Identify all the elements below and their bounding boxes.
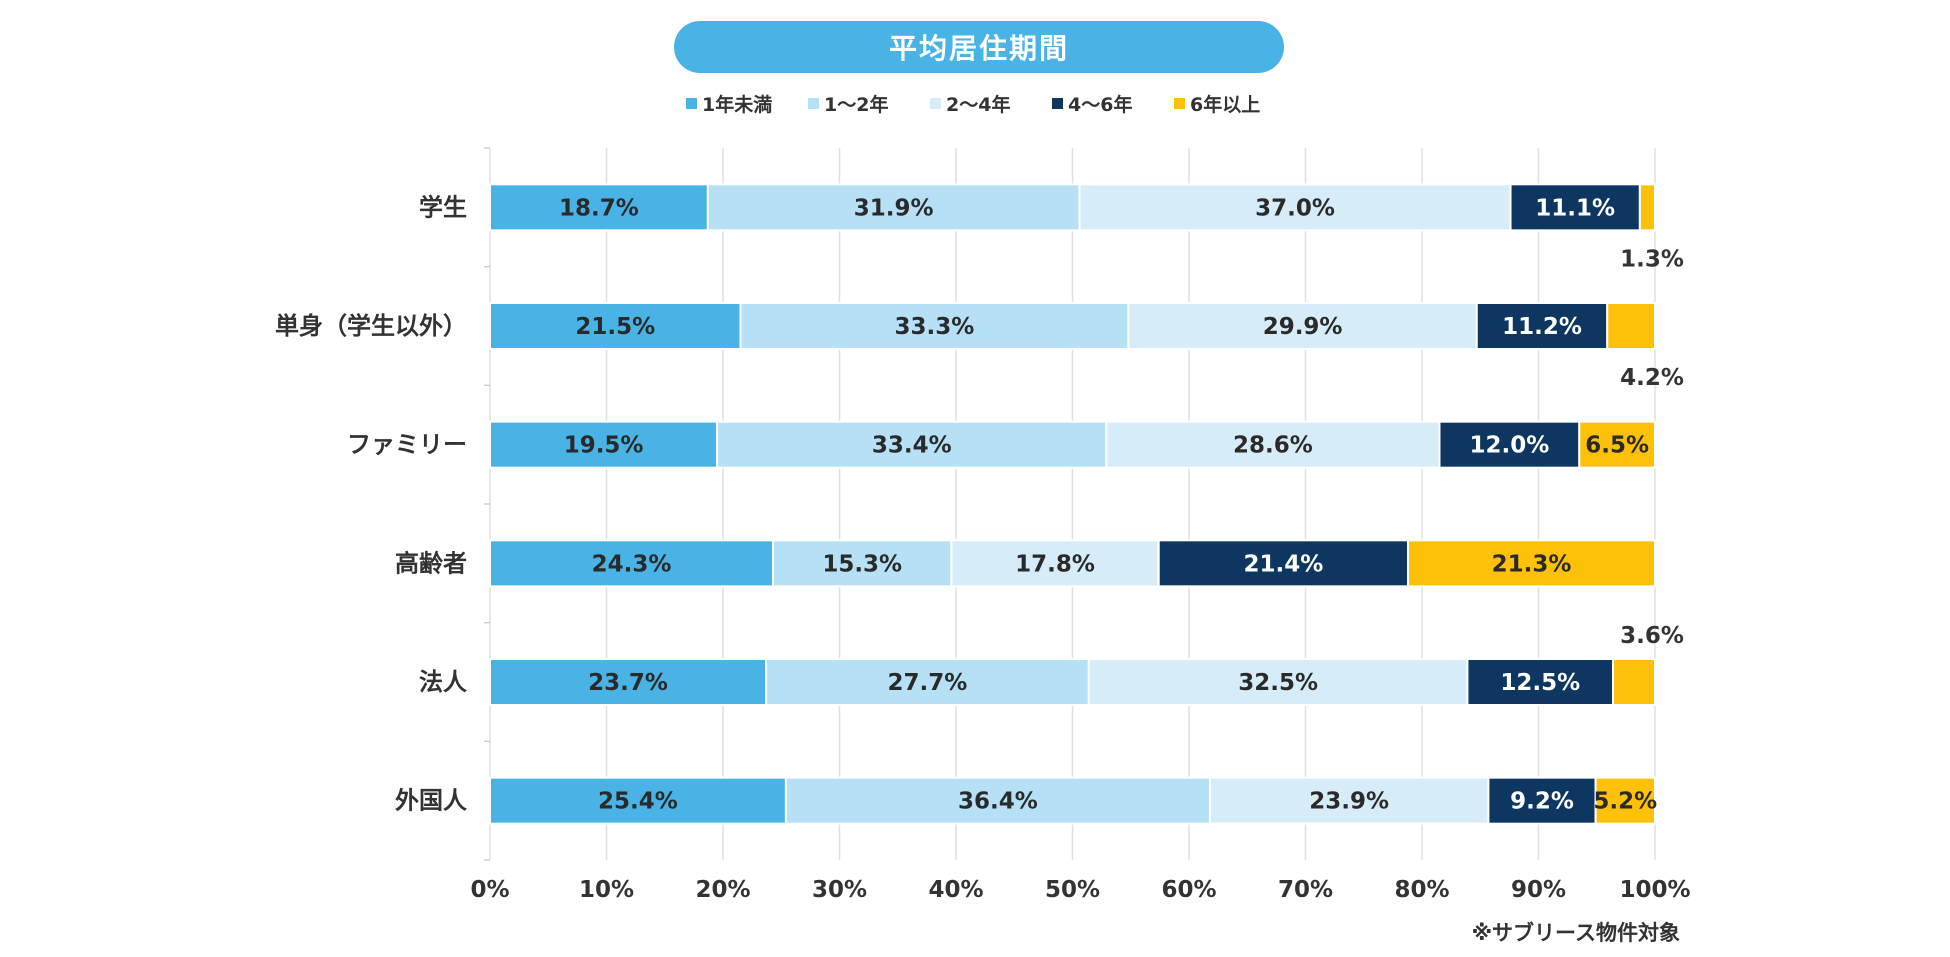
value-axis: 0% 10% 20% 30% 40% 50% 60% 70% 80% 90% 100% (470, 877, 1690, 903)
data-label: 6.5% (1585, 433, 1649, 459)
x-tick-label: 60% (1161, 877, 1216, 903)
category-label: 単身（学生以外） (275, 312, 467, 340)
x-tick-label: 90% (1511, 877, 1566, 903)
legend-label: 1年未満 (702, 93, 772, 116)
data-label: 12.0% (1469, 433, 1549, 459)
data-label: 27.7% (888, 670, 968, 696)
bar-segment (489, 420, 719, 469)
x-tick-label: 100% (1619, 877, 1690, 903)
legend: 1年未満 1〜2年 2〜4年 4〜6年 6年以上 (686, 93, 1260, 116)
data-label: 11.2% (1502, 314, 1582, 340)
bar-segment (1127, 302, 1478, 350)
data-label: 12.5% (1500, 670, 1580, 696)
legend-label: 4〜6年 (1068, 93, 1132, 116)
bar-segment (706, 183, 1081, 232)
legend-label: 2〜4年 (946, 93, 1010, 116)
bar-segment (1638, 183, 1656, 232)
data-label: 25.4% (598, 789, 678, 815)
bar-segment (1487, 776, 1597, 825)
x-tick-label: 30% (812, 877, 867, 903)
bar-segment (1438, 420, 1581, 469)
gridlines (484, 147, 1656, 861)
source-note: ※サブリース物件対象 (1472, 921, 1680, 945)
x-tick-label: 50% (1045, 877, 1100, 903)
legend-swatch (1174, 98, 1185, 109)
data-label: 32.5% (1238, 670, 1318, 696)
x-tick-label: 10% (579, 877, 634, 903)
legend-swatch (808, 98, 819, 109)
category-label: 外国人 (395, 787, 467, 815)
data-label: 19.5% (564, 433, 644, 459)
bar-segment (1466, 658, 1615, 706)
data-label: 15.3% (822, 551, 902, 577)
bar-segment (784, 776, 1211, 825)
data-label: 3.6% (1620, 623, 1684, 649)
category-label: 学生 (419, 193, 467, 221)
bar-segment (489, 183, 709, 232)
data-label: 23.7% (588, 670, 668, 696)
bar-series (489, 183, 1657, 825)
data-label: 9.2% (1510, 789, 1574, 815)
data-label: 37.0% (1255, 195, 1335, 221)
data-label: 21.3% (1492, 551, 1572, 577)
data-label: 4.2% (1620, 365, 1684, 391)
data-label: 23.9% (1309, 789, 1389, 815)
bar-segment (1606, 302, 1656, 350)
legend-swatch (1052, 98, 1063, 109)
bar-segment (1407, 539, 1657, 588)
bar-segment (489, 658, 768, 706)
x-tick-label: 70% (1278, 877, 1333, 903)
category-label: 高齢者 (395, 549, 467, 577)
bar-segment (950, 539, 1160, 588)
data-label: 29.9% (1263, 314, 1343, 340)
bar-segment (1157, 539, 1410, 588)
legend-label: 6年以上 (1190, 93, 1260, 116)
data-label: 1.3% (1620, 246, 1684, 272)
legend-swatch (930, 98, 941, 109)
data-label: 21.4% (1243, 551, 1323, 577)
bar-segment (716, 420, 1108, 469)
data-label: 17.8% (1015, 551, 1095, 577)
data-label: 21.5% (575, 314, 655, 340)
bar-segment (1087, 658, 1469, 706)
data-label: 11.1% (1535, 195, 1615, 221)
legend-label: 1〜2年 (824, 93, 888, 116)
data-label: 33.4% (872, 433, 952, 459)
bar-segment (1208, 776, 1490, 825)
bar-segment (1578, 420, 1657, 469)
bar-segment (1078, 183, 1512, 232)
bar-segment (765, 658, 1090, 706)
bar-segment (1612, 658, 1657, 706)
category-label: 法人 (419, 668, 467, 696)
bar-segment (489, 539, 775, 588)
bar-segment (1475, 302, 1609, 350)
category-label: ファミリー (347, 431, 467, 459)
data-label: 33.3% (895, 314, 975, 340)
data-label: 31.9% (854, 195, 934, 221)
data-label: 36.4% (958, 789, 1038, 815)
data-labels: 18.7% 31.9% 37.0% 11.1%1.3% 21.5% 33.3% 29.9% 1… (559, 195, 1684, 814)
bar-segment (489, 302, 742, 350)
x-tick-label: 40% (928, 877, 983, 903)
legend-swatch (686, 98, 697, 109)
x-tick-label: 20% (695, 877, 750, 903)
x-tick-label: 0% (470, 877, 509, 903)
chart-title: 平均居住期間 (674, 21, 1284, 73)
data-label: 24.3% (592, 551, 672, 577)
x-tick-label: 80% (1394, 877, 1449, 903)
data-label: 5.2% (1593, 789, 1657, 815)
bar-segment (1509, 183, 1641, 232)
data-label: 18.7% (559, 195, 639, 221)
bar-segment (1105, 420, 1441, 469)
bar-segment (1594, 776, 1656, 825)
data-label: 28.6% (1233, 433, 1313, 459)
